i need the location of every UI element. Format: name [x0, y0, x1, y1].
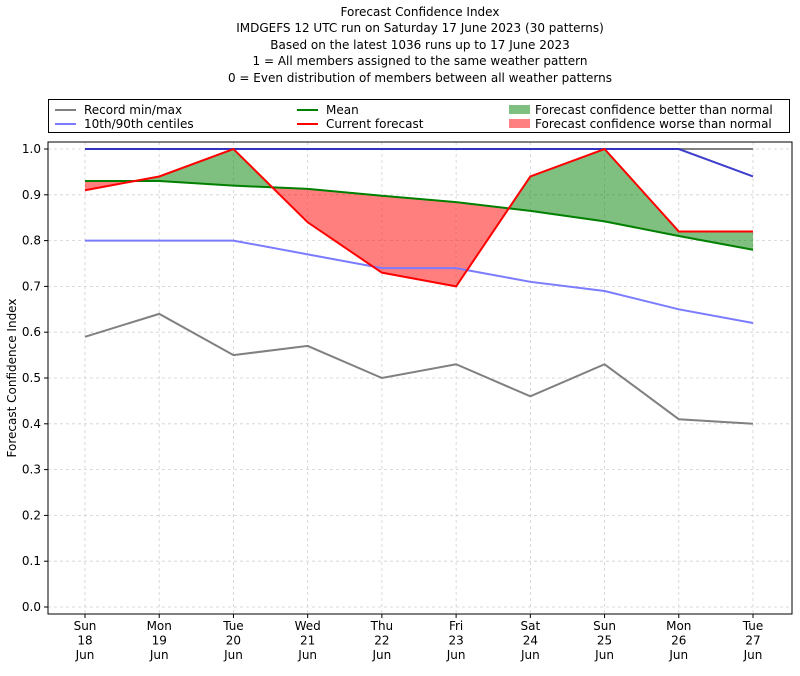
legend-label: Record min/max: [84, 103, 183, 117]
legend-label: Current forecast: [326, 117, 424, 131]
current-forecast-line: [84, 147, 753, 288]
x-tick-label: Jun: [372, 648, 392, 662]
x-tick-label: 27: [745, 634, 760, 648]
legend-item-better-than-normal: Forecast confidence better than normal: [509, 103, 773, 117]
legend-item-centiles: 10th/90th centiles: [55, 117, 194, 131]
y-tick-label: 0.7: [22, 279, 41, 293]
fill-worse-than-normal: [307, 188, 382, 273]
fill-better-than-normal: [678, 231, 753, 250]
legend-label: Forecast confidence worse than normal: [535, 117, 772, 131]
legend-item-current-forecast: Current forecast: [297, 117, 423, 131]
centile-10-line: [85, 239, 754, 325]
x-tick-label: 26: [671, 634, 686, 648]
x-tick-label: Fri: [449, 619, 463, 633]
legend-patch-swatch: [509, 105, 530, 114]
x-tick-label: Thu: [370, 619, 394, 633]
x-tick-label: 20: [226, 634, 241, 648]
legend-line-swatch: [297, 122, 318, 125]
legend-item-worse-than-normal: Forecast confidence worse than normal: [509, 117, 772, 131]
chart-subtitle-scale-one: 1 = All members assigned to the same wea…: [252, 54, 588, 69]
x-tick-label: 21: [300, 634, 315, 648]
x-tick-label: 25: [597, 634, 612, 648]
record-min-line: [84, 312, 754, 425]
x-tick-label: Jun: [446, 648, 466, 662]
x-tick-label: 23: [448, 634, 463, 648]
x-tick-label: Tue: [742, 619, 764, 633]
legend-item-mean: Mean: [297, 103, 359, 117]
chart-subtitle-run: IMDGEFS 12 UTC run on Saturday 17 June 2…: [236, 21, 604, 36]
centile-90-line: [85, 148, 754, 178]
x-tick-label: Jun: [520, 648, 540, 662]
legend-line-swatch: [55, 108, 76, 111]
y-tick-label: 0.8: [22, 234, 41, 248]
x-tick-label: Jun: [223, 648, 243, 662]
y-tick-label: 0.5: [22, 371, 41, 385]
x-tick-label: 22: [374, 634, 389, 648]
x-tick-label: Jun: [668, 648, 688, 662]
fill-better-than-normal: [159, 149, 234, 186]
x-tick-label: Sun: [593, 619, 616, 633]
x-tick-label: Jun: [75, 648, 95, 662]
chart-subtitle-scale-zero: 0 = Even distribution of members between…: [227, 70, 613, 85]
chart-subtitle-basis: Based on the latest 1036 runs up to 17 J…: [270, 37, 570, 52]
y-tick-label: 0.1: [22, 554, 41, 568]
legend-label: Forecast confidence better than normal: [535, 103, 773, 117]
x-tick-label: Jun: [149, 648, 169, 662]
x-tick-label: Mon: [147, 619, 172, 633]
legend-item-record-minmax: Record min/max: [55, 103, 182, 117]
legend-line-swatch: [55, 122, 76, 125]
y-axis: 0.0 0.1 0.2 0.3 0.4 0.5 0.6 0.7 0.8 0.9 1.0: [22, 142, 48, 614]
chart-title: Forecast Confidence Index: [340, 5, 500, 19]
x-tick-label: Sun: [74, 619, 97, 633]
y-tick-label: 0.6: [22, 325, 41, 339]
x-tick-label: 18: [77, 634, 92, 648]
series-lines: [84, 147, 754, 425]
x-tick-label: Tue: [222, 619, 244, 633]
legend-patch-swatch: [509, 119, 530, 128]
y-tick-label: 0.0: [22, 600, 41, 614]
y-tick-label: 1.0: [22, 142, 41, 156]
legend: Record min/max 10th/90th centiles Mean C…: [48, 99, 790, 133]
x-tick-label: Jun: [743, 648, 763, 662]
x-tick-label: 19: [152, 634, 167, 648]
legend-label: Mean: [326, 103, 359, 117]
x-axis: Sun18JunMon19JunTue20JunWed21JunThu22Jun…: [74, 614, 764, 662]
x-tick-label: Jun: [297, 648, 317, 662]
x-tick-label: Jun: [594, 648, 614, 662]
x-tick-label: Mon: [666, 619, 691, 633]
x-tick-label: 24: [523, 634, 538, 648]
chart-title-block: Forecast Confidence Index IMDGEFS 12 UTC…: [0, 4, 800, 86]
fill-better-than-normal: [530, 149, 605, 222]
legend-line-swatch: [297, 108, 318, 111]
fill-worse-than-normal: [381, 195, 457, 287]
y-tick-label: 0.4: [22, 417, 41, 431]
fill-areas: [85, 149, 753, 287]
y-axis-label: Forecast Confidence Index: [5, 299, 19, 458]
mean-line: [85, 180, 754, 251]
y-tick-label: 0.9: [22, 188, 41, 202]
legend-label: 10th/90th centiles: [84, 117, 194, 131]
x-tick-label: Wed: [295, 619, 321, 633]
y-tick-label: 0.3: [22, 463, 41, 477]
y-tick-label: 0.2: [22, 508, 41, 522]
x-tick-label: Sat: [520, 619, 540, 633]
